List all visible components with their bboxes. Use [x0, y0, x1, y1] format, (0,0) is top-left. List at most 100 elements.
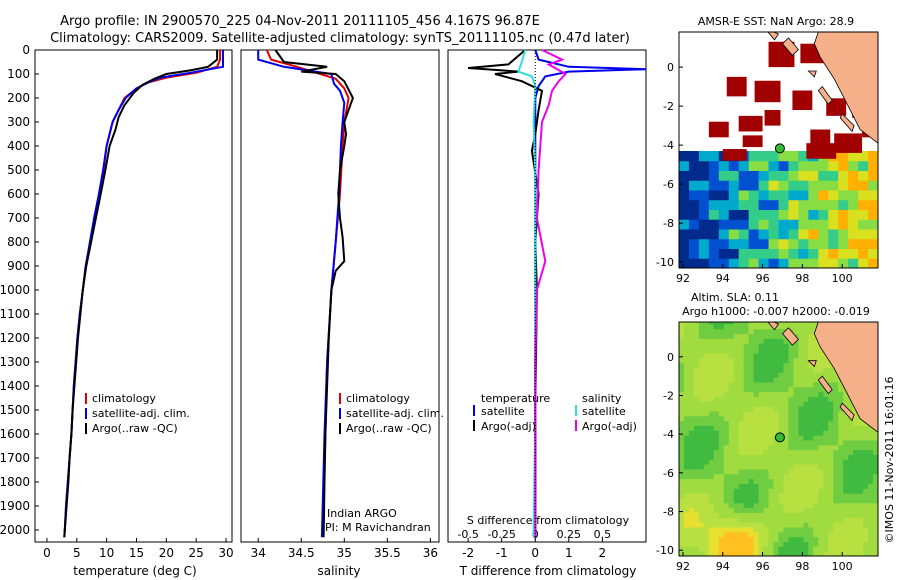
- sla-cell: [703, 343, 710, 349]
- sla-cell: [818, 546, 824, 552]
- sla-cell: [853, 478, 859, 484]
- sla-cell: [828, 502, 834, 509]
- sla-cell: [708, 352, 715, 359]
- sla-cell: [838, 415, 844, 422]
- sla-cell: [723, 415, 730, 422]
- sla-cell: [818, 488, 824, 494]
- program-note: Indian ARGO: [327, 507, 397, 520]
- sla-cell: [718, 377, 725, 383]
- sla-cell: [703, 526, 710, 533]
- land-island: [807, 360, 817, 368]
- sla-cell: [679, 377, 685, 383]
- sla-cell: [778, 410, 784, 417]
- sla-cell: [728, 546, 735, 552]
- sla-cell: [818, 381, 824, 388]
- sla-cell: [868, 522, 874, 528]
- sla-cell: [753, 526, 760, 533]
- series-line: [468, 49, 544, 538]
- sla-cell: [679, 430, 685, 436]
- sla-cell: [848, 512, 854, 518]
- sla-cell: [688, 464, 695, 470]
- sst-cell: [808, 160, 819, 171]
- sla-cell: [733, 444, 740, 451]
- series-line: [63, 50, 219, 538]
- sla-cell: [773, 406, 779, 412]
- sla-cell: [738, 483, 745, 489]
- sst-cell: [838, 228, 849, 240]
- sla-cell: [738, 401, 745, 407]
- sla-cell: [843, 497, 849, 504]
- y-tick-label: 1700: [0, 451, 30, 465]
- sla-cell: [768, 522, 775, 528]
- sla-cell: [858, 425, 864, 431]
- sla-cell: [713, 512, 720, 518]
- sla-cell: [679, 328, 685, 335]
- sla-cell: [733, 323, 740, 330]
- sla-cell: [753, 415, 760, 422]
- sla-cell: [823, 536, 829, 542]
- sla-cell: [753, 449, 760, 455]
- sla-cell: [718, 323, 725, 330]
- sla-cell: [783, 323, 789, 330]
- sla-cell: [788, 449, 794, 455]
- sla-cell: [733, 502, 740, 509]
- sla-cell: [813, 406, 819, 412]
- sla-cell: [818, 406, 824, 412]
- sst-cell: [679, 258, 690, 268]
- sla-cell: [783, 502, 789, 509]
- sla-cell: [748, 348, 755, 354]
- sla-cell: [688, 367, 695, 373]
- sla-cell: [853, 439, 859, 446]
- sla-cell: [753, 348, 760, 354]
- sla-cell: [848, 425, 854, 431]
- sla-cell: [788, 381, 794, 388]
- sla-cell: [703, 415, 710, 422]
- sst-cell: [828, 199, 839, 210]
- sla-cell: [738, 425, 745, 431]
- sla-cell: [758, 328, 765, 335]
- sla-cell: [803, 338, 809, 344]
- sst-cell: [708, 209, 720, 220]
- y-tick-label: 100: [7, 67, 30, 81]
- sla-cell: [758, 420, 765, 426]
- sla-cell: [703, 372, 710, 378]
- sla-cell: [808, 507, 814, 513]
- sla-cell: [783, 391, 789, 397]
- sla-cell: [698, 536, 705, 542]
- sla-cell: [723, 449, 730, 455]
- sst-cell: [748, 228, 760, 240]
- sla-cell: [698, 526, 705, 533]
- x-tick-label: 35.5: [374, 546, 401, 560]
- sla-cell: [688, 522, 695, 528]
- sla-cell: [688, 381, 695, 388]
- sla-cell: [803, 531, 809, 538]
- sla-cell: [788, 386, 794, 393]
- sla-cell: [833, 507, 839, 513]
- sla-cell: [683, 401, 690, 407]
- sla-cell: [813, 415, 819, 422]
- sla-cell: [728, 377, 735, 383]
- sla-cell: [783, 551, 789, 556]
- sla-cell: [723, 454, 730, 460]
- sst-cell: [798, 238, 809, 249]
- sla-cell: [798, 381, 804, 388]
- sla-cell: [683, 546, 690, 552]
- sla-cell: [798, 507, 804, 513]
- sla-cell: [793, 493, 799, 499]
- sla-cell: [778, 483, 784, 489]
- sst-cell: [818, 228, 829, 240]
- sla-cell: [773, 468, 779, 475]
- sla-cell: [723, 381, 730, 388]
- sla-cell: [718, 531, 725, 538]
- sla-cell: [778, 454, 784, 460]
- sla-cell: [858, 546, 864, 552]
- sla-cell: [728, 401, 735, 407]
- sla-cell: [833, 473, 839, 480]
- sst-cell: [688, 219, 700, 230]
- sla-cell: [693, 377, 700, 383]
- sla-cell: [853, 415, 859, 422]
- sla-cell: [693, 512, 700, 518]
- sst-cell: [738, 209, 750, 220]
- sla-cell: [713, 531, 720, 538]
- sla-cell: [858, 459, 864, 465]
